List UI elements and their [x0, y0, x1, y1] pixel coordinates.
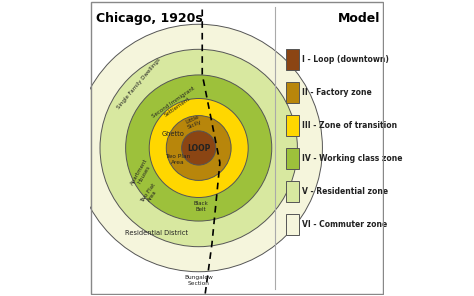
Circle shape: [149, 99, 248, 197]
Text: Two Flat
Area: Two Flat Area: [139, 182, 161, 207]
Text: Model: Model: [337, 12, 380, 25]
Text: Black
Belt: Black Belt: [193, 201, 209, 212]
Circle shape: [126, 75, 272, 221]
Circle shape: [100, 49, 297, 247]
Bar: [286, 115, 299, 136]
Bar: [286, 82, 299, 103]
Text: Little
Sicily: Little Sicily: [184, 114, 203, 130]
Text: Second Immigrant
Settlement: Second Immigrant Settlement: [151, 85, 199, 123]
Bar: [286, 214, 299, 235]
Bar: [286, 181, 299, 202]
Text: II - Factory zone: II - Factory zone: [302, 88, 372, 97]
Text: Bungalow
Section: Bungalow Section: [184, 275, 213, 286]
Text: Residential District: Residential District: [125, 231, 188, 237]
Circle shape: [75, 24, 322, 272]
Text: Two Plan
Area: Two Plan Area: [165, 154, 191, 165]
Circle shape: [166, 116, 231, 180]
Text: Ghetto: Ghetto: [161, 131, 184, 137]
Text: I - Loop (downtown): I - Loop (downtown): [302, 55, 389, 64]
Text: V - Residential zone: V - Residential zone: [302, 187, 388, 196]
Text: VI - Commuter zone: VI - Commuter zone: [302, 220, 387, 229]
Text: IV - Working class zone: IV - Working class zone: [302, 154, 402, 163]
Bar: [286, 49, 299, 70]
Text: Apartment
Houses: Apartment Houses: [130, 157, 154, 189]
Bar: [286, 148, 299, 169]
Text: III - Zone of transition: III - Zone of transition: [302, 121, 397, 130]
Text: LOOP: LOOP: [187, 144, 210, 152]
Text: Chicago, 1920s: Chicago, 1920s: [96, 12, 202, 25]
Circle shape: [182, 131, 216, 165]
Text: Single Family Dwellings: Single Family Dwellings: [117, 57, 162, 110]
